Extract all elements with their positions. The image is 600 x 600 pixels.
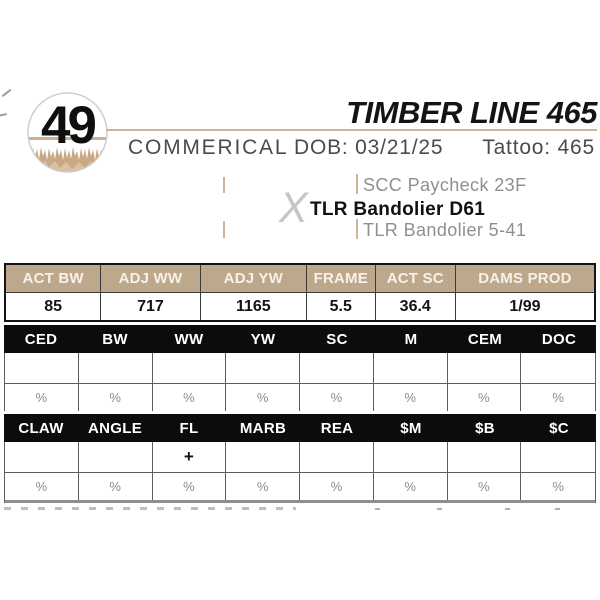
epd-growth-header-3: YW (250, 330, 276, 348)
pedigree-bracket-line (223, 221, 225, 238)
epd-growth-value-0 (5, 353, 79, 383)
epd-carcass-header-4: REA (320, 419, 354, 437)
epd-growth-percent-6: % (447, 383, 522, 411)
data-tables: ACT BW ADJ WW ADJ YW FRAME ACT SC DAMS PROD 8… (4, 263, 596, 503)
epd-carcass-percent-row: %%%%%%%% (5, 472, 595, 500)
sire-dam-name: TLR Bandolier 5-41 (363, 220, 527, 240)
epd-growth-header-5: M (404, 330, 418, 348)
epd-growth-percent-3: % (226, 383, 300, 411)
clipped-footer-text (437, 508, 442, 510)
grass-trees-icon (27, 92, 108, 173)
performance-value-2: 1165 (200, 292, 308, 320)
pedigree-bracket-line (356, 174, 358, 194)
epd-growth-value-3 (226, 353, 300, 383)
performance-header-4: ACT SC (375, 265, 456, 292)
epd-growth-value-6 (447, 353, 522, 383)
epd-carcass-header-0: CLAW (18, 419, 64, 437)
epd-carcass-header-2: FL (179, 419, 199, 437)
performance-header-2: ADJ YW (200, 265, 308, 292)
epd-carcass-percent-7: % (521, 472, 595, 500)
clipped-footer-text (4, 507, 296, 510)
performance-table: ACT BW ADJ WW ADJ YW FRAME ACT SC DAMS PROD 8… (4, 263, 596, 322)
epd-growth-header-1: BW (102, 330, 128, 348)
epd-carcass-percent-6: % (447, 472, 522, 500)
epd-carcass-value-0 (5, 442, 79, 472)
tattoo-label: Tattoo: 465 (482, 136, 595, 159)
epd-carcass-header-5: $M (400, 419, 422, 437)
epd-carcass-header-7: $C (549, 419, 569, 437)
epd-growth-percent-0: % (5, 383, 79, 411)
clipped-footer-text (555, 508, 560, 510)
dob-label: DOB: 03/21/25 (294, 136, 444, 159)
performance-value-3: 5.5 (307, 292, 376, 320)
epd-growth-value-1 (78, 353, 153, 383)
epd-growth-value-5 (373, 353, 448, 383)
epd-carcass-header-1: ANGLE (88, 419, 142, 437)
epd-carcass-header-6: $B (475, 419, 495, 437)
epd-growth-percent-row: %%%%%%%% (5, 383, 595, 411)
pedigree-bracket-line (223, 177, 225, 193)
performance-value-5: 1/99 (455, 292, 594, 320)
epd-carcass-percent-3: % (226, 472, 300, 500)
epd-carcass-value-6 (447, 442, 522, 472)
epd-carcass-percent-0: % (5, 472, 79, 500)
epd-growth-percent-2: % (152, 383, 227, 411)
epd-growth-header-row: CED BW WW YW SC M CEM DOC (4, 325, 596, 353)
epd-carcass-value-4 (300, 442, 374, 472)
animal-name-title: TIMBER LINE 465 (346, 95, 597, 130)
lot-number: 49 (41, 96, 97, 155)
performance-value-0: 85 (6, 292, 102, 320)
epd-carcass-percent-2: % (152, 472, 227, 500)
sire-name: TLR Bandolier D61 (310, 199, 486, 220)
epd-growth-value-7 (521, 353, 595, 383)
epd-growth-value-row (5, 353, 595, 383)
clipped-footer-text (505, 508, 510, 510)
epd-growth-percent-7: % (521, 383, 595, 411)
performance-value-4: 36.4 (375, 292, 456, 320)
performance-value-1: 717 (101, 292, 201, 320)
epd-growth-percent-4: % (300, 383, 374, 411)
epd-carcass-table-body: + %%%%%%%% (4, 442, 596, 503)
pedigree-bracket-line (356, 219, 358, 239)
epd-carcass-percent-5: % (373, 472, 448, 500)
lot-number-badge: 49 (27, 92, 108, 173)
epd-carcass-header-row: CLAW ANGLE FL MARB REA $M $B $C (4, 414, 596, 442)
clipped-footer-text (375, 508, 380, 510)
epd-carcass-value-1 (78, 442, 153, 472)
epd-carcass-value-2: + (152, 442, 227, 472)
epd-carcass-value-5 (373, 442, 448, 472)
epd-carcass-percent-4: % (300, 472, 374, 500)
epd-carcass-header-3: MARB (239, 419, 287, 437)
cross-symbol: X (279, 184, 308, 232)
epd-growth-header-6: CEM (467, 330, 503, 348)
performance-header-3: FRAME (307, 265, 376, 292)
margin-scribble-mark (0, 113, 8, 117)
epd-growth-header-4: SC (326, 330, 348, 348)
performance-header-1: ADJ WW (101, 265, 201, 292)
epd-growth-header-2: WW (174, 330, 204, 348)
performance-header-0: ACT BW (6, 265, 102, 292)
epd-carcass-value-7 (521, 442, 595, 472)
margin-scribble-mark (1, 88, 12, 98)
performance-value-row: 85 717 1165 5.5 36.4 1/99 (6, 292, 594, 320)
epd-carcass-value-3 (226, 442, 300, 472)
epd-growth-header-0: CED (24, 330, 58, 348)
epd-growth-percent-1: % (78, 383, 153, 411)
performance-header-row: ACT BW ADJ WW ADJ YW FRAME ACT SC DAMS PROD (6, 265, 594, 292)
epd-carcass-value-row: + (5, 442, 595, 472)
epd-growth-value-2 (152, 353, 227, 383)
table-bottom-border (5, 500, 595, 503)
epd-growth-percent-5: % (373, 383, 448, 411)
epd-growth-value-4 (300, 353, 374, 383)
sire-sire-name: SCC Paycheck 23F (363, 175, 527, 195)
epd-growth-header-7: DOC (541, 330, 577, 348)
breed-label: COMMERICAL (128, 136, 289, 159)
title-rule-line (106, 129, 597, 131)
performance-header-5: DAMS PROD (455, 265, 594, 292)
epd-carcass-percent-1: % (78, 472, 153, 500)
epd-growth-table-body: %%%%%%%% (4, 353, 596, 411)
